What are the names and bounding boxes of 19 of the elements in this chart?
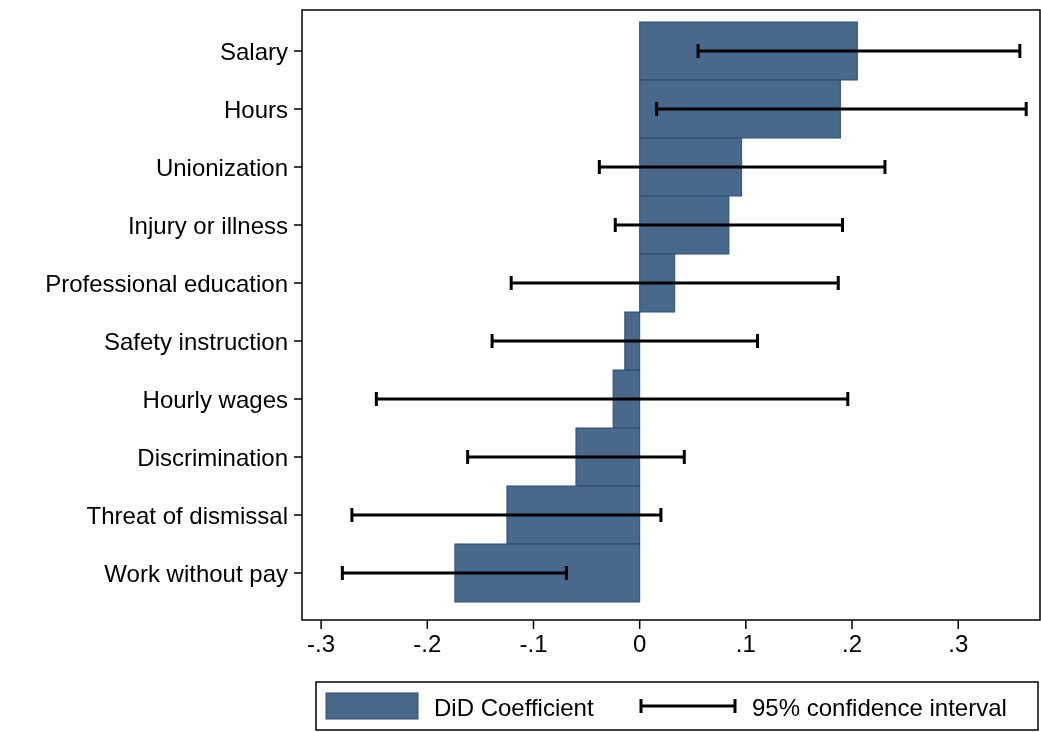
x-tick-label: .1: [735, 630, 756, 657]
y-tick-label: Safety instruction: [103, 327, 288, 355]
text: 95% confidence interval: [752, 693, 1007, 721]
y-tick-label: Unionization: [155, 153, 288, 181]
x-tick-label: -.3: [307, 630, 336, 657]
x-tick-label: -.1: [519, 630, 548, 657]
x-tick-label: .3: [948, 630, 969, 657]
x-tick-label: .2: [842, 630, 863, 657]
y-tick-label: Hours: [223, 95, 288, 123]
y-tick-label: Injury or illness: [127, 211, 288, 239]
y-tick-label: Threat of dismissal: [86, 501, 288, 529]
y-tick-label: Discrimination: [137, 443, 288, 471]
x-tick-label: 0: [633, 630, 647, 657]
y-tick-label: Salary: [219, 37, 288, 65]
y-tick-label: Professional education: [45, 269, 288, 297]
y-tick-label: Hourly wages: [142, 385, 288, 413]
y-tick-label: Work without pay: [104, 559, 288, 587]
legend-label: DiD Coefficient: [434, 693, 594, 721]
x-tick-label: -.2: [413, 630, 442, 657]
